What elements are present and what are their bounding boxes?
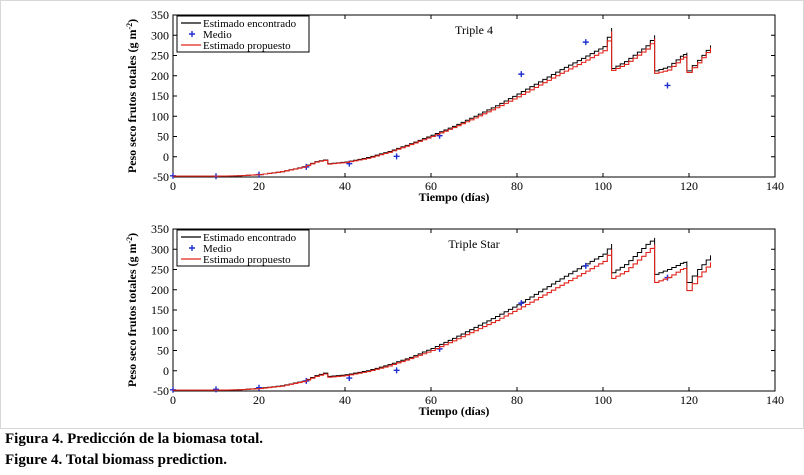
x-tick-label: 140: [766, 179, 784, 193]
series-line-propuesto: [173, 31, 712, 177]
y-axis-label: Peso seco frutos totales (g m-2): [125, 19, 139, 173]
legend-box: [176, 15, 310, 53]
y-axis-label-end: ): [125, 233, 139, 237]
chart-panel-1: 0 20 40 60 80 100 120 140-500501001502002503003…: [125, 8, 784, 204]
figure-caption-en: Figure 4. Total biomass prediction.: [5, 452, 227, 468]
legend-marker-medio: [189, 245, 195, 251]
x-tick-label: 80: [511, 179, 523, 193]
legend-label: Medio: [203, 29, 232, 41]
y-tick-label: 250: [151, 263, 169, 277]
figure: 0 20 40 60 80 100 120 140-500501001502002503003…: [0, 0, 804, 429]
x-tick-label: 0: [170, 179, 176, 193]
data-point-medio: [582, 39, 589, 46]
x-axis-label: Tiempo (días): [419, 190, 490, 204]
x-tick-label: 40: [339, 393, 351, 407]
figure-border: [0, 0, 804, 429]
y-tick-label: 0: [163, 364, 169, 378]
data-point-medio: [518, 300, 525, 307]
y-tick-label: 100: [151, 109, 169, 123]
x-tick-label: 0: [170, 393, 176, 407]
data-point-medio: [518, 71, 525, 78]
y-tick-label: 50: [157, 344, 169, 358]
y-tick-label: 50: [157, 130, 169, 144]
series-line-propuesto: [173, 244, 712, 391]
y-axis-label-sup: -2: [125, 23, 134, 30]
chart-title: Triple 4: [455, 23, 493, 37]
x-tick-label: 40: [339, 179, 351, 193]
x-tick-label: 100: [594, 393, 612, 407]
x-tick-label: 80: [511, 393, 523, 407]
y-tick-label: 350: [151, 8, 169, 22]
legend-label: Medio: [203, 243, 232, 255]
legend-label: Estimado propuesto: [203, 40, 291, 52]
y-tick-label: 200: [151, 283, 169, 297]
y-tick-label: -50: [153, 170, 169, 184]
legend-box: [176, 229, 310, 267]
y-tick-label: -50: [153, 384, 169, 398]
legend-label: Estimado encontrado: [203, 232, 297, 244]
figure-caption-es: Figura 4. Predicción de la biomasa total…: [5, 431, 264, 447]
y-tick-label: 300: [151, 28, 169, 42]
x-tick-label: 20: [253, 179, 265, 193]
data-point-medio: [393, 153, 400, 160]
y-tick-label: 100: [151, 323, 169, 337]
x-tick-label: 60: [425, 179, 437, 193]
y-tick-label: 150: [151, 303, 169, 317]
chart-title: Triple Star: [448, 237, 499, 251]
y-axis-label-main: Peso seco frutos totales (g m: [125, 244, 139, 388]
x-tick-label: 140: [766, 393, 784, 407]
x-tick-label: 100: [594, 179, 612, 193]
y-tick-label: 350: [151, 222, 169, 236]
x-tick-label: 60: [425, 393, 437, 407]
x-axis-label: Tiempo (días): [419, 404, 490, 418]
legend-label: Estimado propuesto: [203, 254, 291, 266]
y-axis-label-end: ): [125, 19, 139, 23]
x-tick-label: 20: [253, 393, 265, 407]
data-point-medio: [213, 386, 219, 393]
y-tick-label: 150: [151, 89, 169, 103]
data-point-medio: [582, 262, 589, 269]
data-point-medio: [664, 82, 671, 89]
y-tick-label: 300: [151, 242, 169, 256]
data-point-medio: [256, 384, 262, 391]
data-point-medio: [393, 367, 400, 374]
x-tick-label: 120: [680, 179, 698, 193]
chart-panel-2: 0 20 40 60 80 100 120 140-500501001502002503003…: [125, 222, 784, 418]
y-tick-label: 200: [151, 69, 169, 83]
y-axis-label-sup: -2: [125, 237, 134, 244]
y-tick-label: 250: [151, 49, 169, 63]
legend-marker-medio: [189, 31, 195, 37]
y-axis-label-main: Peso seco frutos totales (g m: [125, 30, 139, 174]
y-axis-label: Peso seco frutos totales (g m-2): [125, 233, 139, 387]
x-tick-label: 120: [680, 393, 698, 407]
y-tick-label: 0: [163, 150, 169, 164]
legend-label: Estimado encontrado: [203, 18, 297, 30]
